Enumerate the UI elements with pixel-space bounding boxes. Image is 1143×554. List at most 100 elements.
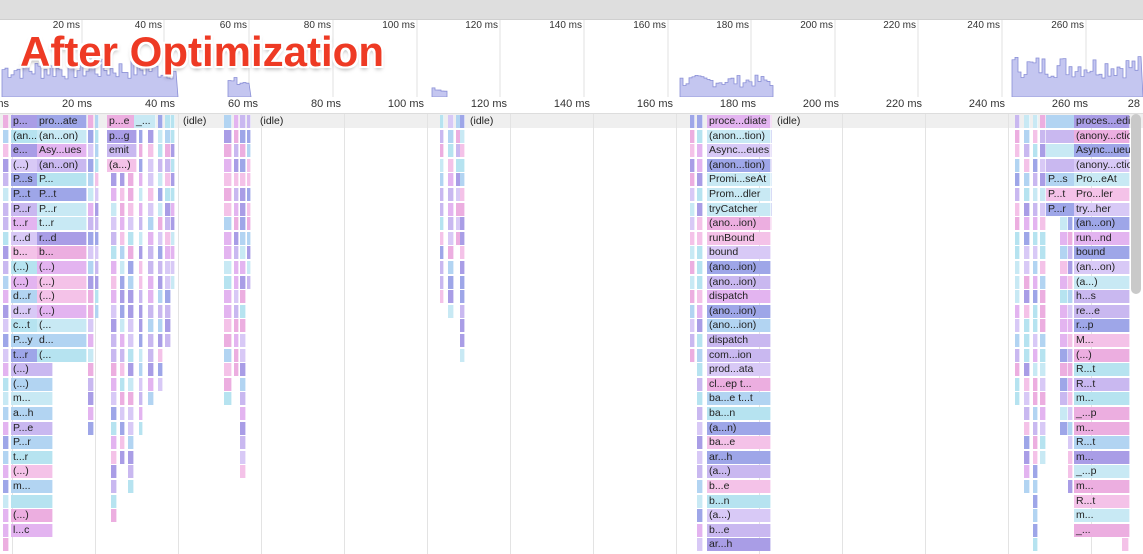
flame-block[interactable]: [1068, 231, 1073, 245]
flame-block[interactable]: [1040, 202, 1046, 216]
flame-block[interactable]: [88, 290, 94, 304]
flame-block[interactable]: [88, 188, 94, 201]
flame-block[interactable]: [240, 319, 246, 333]
flame-block[interactable]: [1060, 290, 1068, 304]
flame-block[interactable]: [224, 261, 232, 274]
flame-block[interactable]: [1040, 261, 1046, 274]
flame-block[interactable]: [460, 231, 465, 245]
flame-block[interactable]: [158, 377, 163, 391]
flame-block[interactable]: [3, 173, 9, 187]
flame-block[interactable]: [128, 348, 134, 362]
flame-block[interactable]: [1015, 377, 1020, 391]
flame-block[interactable]: [1033, 480, 1038, 493]
flame-block[interactable]: [690, 246, 695, 260]
flame-block[interactable]: [1068, 290, 1073, 304]
flame-block[interactable]: [240, 465, 246, 479]
flame-block[interactable]: [1040, 246, 1046, 260]
flame-block[interactable]: [148, 392, 154, 406]
flame-block[interactable]: [3, 319, 9, 333]
flame-block[interactable]: [158, 144, 163, 158]
flame-block[interactable]: [1033, 304, 1038, 318]
flame-block[interactable]: [224, 188, 232, 201]
flame-block[interactable]: [1015, 304, 1020, 318]
flame-block[interactable]: [11, 421, 53, 435]
flame-block[interactable]: [1074, 494, 1130, 508]
flame-block[interactable]: [165, 144, 171, 158]
flame-block[interactable]: [1024, 188, 1030, 201]
flame-block[interactable]: [1074, 304, 1130, 318]
flame-block[interactable]: [111, 319, 117, 333]
flame-block[interactable]: [120, 377, 125, 391]
flame-block[interactable]: [234, 217, 239, 231]
flame-block[interactable]: [697, 217, 703, 231]
flame-block[interactable]: [707, 202, 771, 216]
flame-block[interactable]: [120, 407, 125, 420]
flame-block[interactable]: [234, 363, 239, 377]
flame-block[interactable]: [3, 392, 9, 406]
flame-block[interactable]: [697, 275, 703, 289]
flame-block[interactable]: [139, 231, 143, 245]
flame-block[interactable]: [11, 523, 53, 537]
flame-block[interactable]: [3, 450, 9, 464]
flame-block[interactable]: [165, 334, 171, 347]
flame-block[interactable]: [224, 144, 232, 158]
flame-block[interactable]: [1033, 144, 1038, 158]
flame-block[interactable]: [460, 304, 465, 318]
flame-block[interactable]: [1040, 392, 1046, 406]
flame-block[interactable]: [1024, 377, 1030, 391]
flame-block[interactable]: [1024, 392, 1030, 406]
flame-block[interactable]: [37, 202, 87, 216]
flame-block[interactable]: [11, 465, 53, 479]
flame-block[interactable]: [1015, 246, 1020, 260]
flame-block[interactable]: [111, 407, 117, 420]
flame-block[interactable]: [1024, 304, 1030, 318]
flame-block[interactable]: [88, 421, 94, 435]
flame-block[interactable]: [107, 158, 137, 172]
flame-block[interactable]: [448, 304, 454, 318]
flame-block[interactable]: [1040, 407, 1046, 420]
flame-block[interactable]: [11, 494, 53, 508]
flame-block[interactable]: [128, 217, 134, 231]
flame-block[interactable]: [1024, 158, 1030, 172]
flame-block[interactable]: [3, 407, 9, 420]
flame-block[interactable]: [460, 158, 465, 172]
flame-block[interactable]: [707, 304, 771, 318]
flame-block[interactable]: [460, 217, 465, 231]
flame-block[interactable]: [707, 319, 771, 333]
flame-block[interactable]: [128, 334, 134, 347]
flame-block[interactable]: [1068, 392, 1073, 406]
flame-block[interactable]: [3, 261, 9, 274]
flame-block[interactable]: [158, 363, 163, 377]
flame-block[interactable]: [448, 246, 454, 260]
flame-block[interactable]: [707, 407, 771, 420]
flame-block[interactable]: [128, 436, 134, 450]
flame-block[interactable]: [234, 275, 239, 289]
flame-block[interactable]: [240, 217, 246, 231]
flame-block[interactable]: [88, 304, 94, 318]
flame-block[interactable]: [234, 231, 239, 245]
flame-block[interactable]: [148, 275, 154, 289]
flame-block[interactable]: [707, 465, 771, 479]
flame-block[interactable]: [448, 231, 454, 245]
flame-block[interactable]: [165, 188, 171, 201]
flame-block[interactable]: [240, 158, 246, 172]
flame-block[interactable]: [1068, 217, 1073, 231]
flame-block[interactable]: [1074, 480, 1130, 493]
flame-block[interactable]: [1024, 246, 1030, 260]
flame-block[interactable]: [1068, 436, 1073, 450]
flame-block[interactable]: [240, 436, 246, 450]
flame-block[interactable]: [165, 231, 171, 245]
flame-block[interactable]: [707, 275, 771, 289]
flame-block[interactable]: [139, 407, 143, 420]
flame-block[interactable]: [460, 115, 465, 128]
flame-block[interactable]: [37, 173, 87, 187]
flame-block[interactable]: [690, 334, 695, 347]
flame-block[interactable]: [440, 246, 444, 260]
flame-block[interactable]: [3, 290, 9, 304]
flame-block[interactable]: [111, 480, 117, 493]
flame-block[interactable]: [128, 421, 134, 435]
flame-block[interactable]: [171, 188, 175, 201]
flame-block[interactable]: [171, 231, 175, 245]
flame-block[interactable]: [224, 129, 232, 143]
flame-block[interactable]: [1068, 363, 1073, 377]
